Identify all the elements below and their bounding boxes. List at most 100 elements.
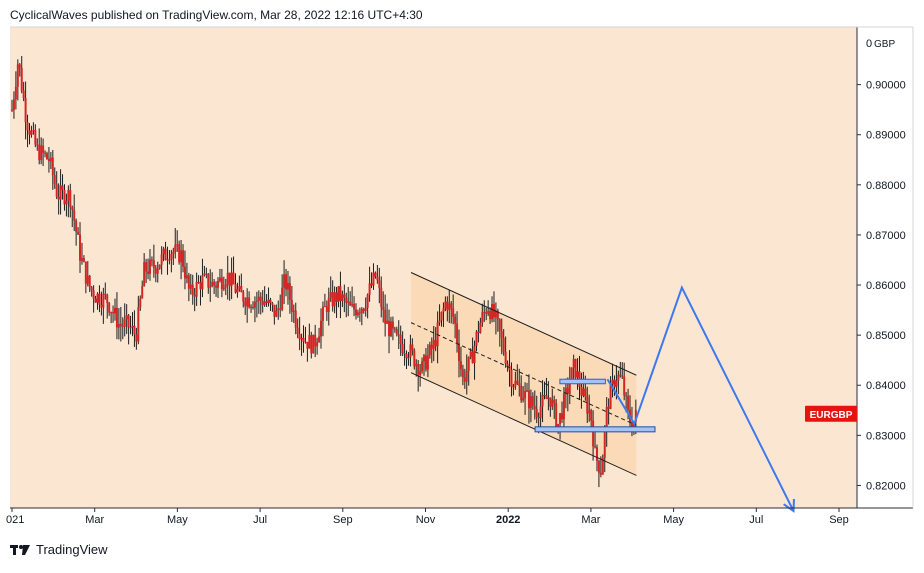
- candle-body: [73, 209, 76, 221]
- projection-path[interactable]: [606, 284, 795, 512]
- candle-body: [108, 303, 111, 313]
- tradingview-logo-icon[interactable]: [10, 543, 30, 557]
- candle-body: [145, 262, 148, 272]
- candle-body: [378, 280, 381, 288]
- candle-body: [300, 337, 303, 340]
- candle-body: [82, 258, 85, 262]
- candle-body: [259, 296, 262, 301]
- candle-body: [582, 388, 585, 396]
- candle-body: [362, 308, 365, 311]
- candle-body: [183, 266, 186, 279]
- candle-body: [292, 310, 295, 312]
- candle-body: [59, 185, 62, 200]
- candle-body: [220, 277, 223, 290]
- candle-body: [94, 298, 97, 303]
- candle-body: [522, 398, 525, 401]
- candle-body: [251, 306, 254, 308]
- candle-body: [310, 335, 313, 354]
- candle-body: [601, 458, 604, 475]
- candle-body: [595, 447, 598, 461]
- candle-body: [115, 307, 118, 328]
- candle-body: [527, 390, 530, 409]
- candle-body: [187, 275, 190, 289]
- candle-body: [102, 293, 105, 308]
- candle-body: [304, 341, 307, 343]
- candle-body: [84, 261, 87, 284]
- candle-body: [485, 312, 488, 314]
- candle-body: [539, 406, 542, 419]
- x-tick-label: 021: [6, 514, 24, 526]
- candle-body: [141, 286, 144, 299]
- x-tick-label: May: [663, 514, 684, 526]
- candle-body: [543, 395, 546, 397]
- symbol-price-tag[interactable]: [805, 405, 857, 422]
- candle-body: [545, 395, 548, 399]
- candle-body: [168, 259, 171, 261]
- candle-body: [372, 272, 375, 286]
- candle-body: [467, 357, 470, 372]
- candle-body: [518, 383, 521, 387]
- candle-body: [250, 306, 253, 308]
- candle-body: [133, 325, 136, 335]
- candle-body: [599, 472, 602, 475]
- candle-body: [255, 300, 258, 302]
- candle-body: [106, 294, 109, 304]
- candle-body: [127, 315, 130, 328]
- candle-body: [88, 275, 91, 288]
- candle-body: [413, 350, 416, 367]
- candle-body: [566, 387, 569, 394]
- candle-body: [14, 86, 17, 100]
- y-tick-label: 0.88000: [866, 180, 906, 192]
- candle-body: [271, 303, 274, 305]
- channel-mid-line[interactable]: [410, 322, 637, 426]
- support-box[interactable]: [534, 426, 656, 433]
- candle-body: [397, 334, 400, 336]
- candle-body: [358, 312, 361, 314]
- candle-body: [98, 293, 101, 305]
- candle-body: [158, 264, 161, 269]
- candle-body: [454, 316, 457, 324]
- candle-body: [294, 310, 297, 328]
- candle-body: [302, 337, 305, 342]
- candle-body: [20, 67, 23, 91]
- candle-body: [623, 376, 626, 396]
- plot-background[interactable]: [10, 27, 857, 508]
- candle-body: [440, 311, 443, 321]
- candle-body: [415, 363, 418, 367]
- y-tick-label: 0.85000: [866, 330, 906, 342]
- candle-body: [452, 308, 455, 317]
- candle-body: [421, 361, 424, 372]
- candle-body: [154, 267, 157, 274]
- channel-lower-line[interactable]: [410, 372, 637, 476]
- tradingview-brand[interactable]: TradingView: [36, 542, 108, 557]
- candle-body: [36, 144, 39, 146]
- candle-body: [477, 331, 480, 333]
- channel-fill: [411, 272, 637, 476]
- candle-body: [288, 283, 291, 300]
- candle-body: [248, 297, 251, 308]
- candle-body: [230, 272, 233, 286]
- y-tick-label: 0.84000: [866, 380, 906, 392]
- candle-body: [55, 184, 58, 197]
- candle-body: [354, 309, 357, 316]
- candle-body: [325, 306, 328, 313]
- candle-body: [627, 395, 630, 410]
- candle-body: [77, 231, 80, 235]
- candle-body: [306, 342, 309, 349]
- candle-body: [450, 303, 453, 309]
- candle-body: [285, 274, 288, 290]
- y-tick-label: 0.82000: [866, 480, 906, 492]
- candle-body: [584, 388, 587, 397]
- channel-upper-line[interactable]: [410, 272, 637, 376]
- y-axis-top-label: 0: [866, 38, 872, 50]
- candle-body: [494, 310, 497, 318]
- candle-body: [500, 331, 503, 339]
- candle-body: [42, 145, 45, 153]
- candle-body: [290, 299, 293, 312]
- candle-body: [588, 410, 591, 414]
- candle-body: [269, 299, 272, 304]
- x-tick-label: 2022: [496, 514, 520, 526]
- resistance-box[interactable]: [559, 378, 606, 385]
